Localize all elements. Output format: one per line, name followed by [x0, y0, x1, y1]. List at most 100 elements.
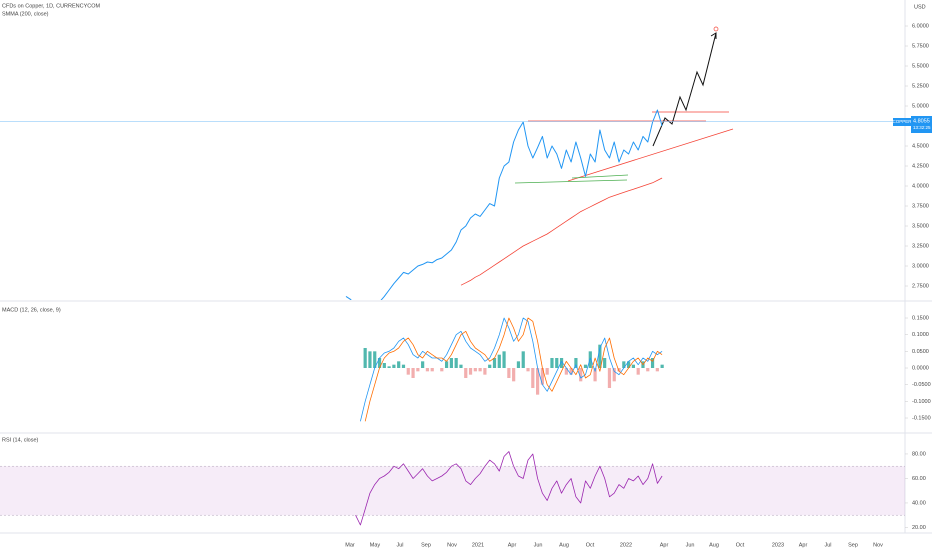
histogram-bar [607, 368, 612, 388]
histogram-bar [660, 364, 664, 368]
histogram-bar [583, 364, 588, 368]
histogram-bar [531, 368, 535, 388]
trend-line [567, 128, 734, 182]
projection-arrow [710, 32, 717, 39]
histogram-bar [397, 361, 401, 368]
histogram-bar [516, 361, 521, 368]
histogram-bar [569, 368, 573, 375]
histogram-bar [636, 368, 640, 375]
x-tick-label: 2021 [472, 542, 484, 548]
y-tick-label: 5.7500 [912, 43, 929, 49]
histogram-bar [550, 358, 554, 368]
histogram-bar [559, 358, 564, 368]
histogram-bar [650, 358, 655, 368]
histogram-bar [631, 364, 635, 368]
histogram-bar [617, 368, 621, 372]
support-line [571, 174, 629, 179]
indicator-title: SMMA (200, close) [2, 11, 49, 17]
histogram-bar [521, 351, 525, 368]
macd-title: MACD (12, 26, close, 9) [2, 307, 61, 313]
rsi-band [0, 466, 905, 516]
x-tick-label: Apr [508, 542, 517, 548]
histogram-bar [483, 368, 487, 375]
x-tick-label: Apr [660, 542, 669, 548]
y-tick-label: -0.1500 [912, 415, 931, 421]
histogram-bar [401, 364, 406, 368]
y-tick-label: 5.2500 [912, 83, 929, 89]
chart-title: CFDs on Copper, 1D, CURRENCYCOM [2, 3, 101, 9]
x-tick-label: 2023 [772, 542, 784, 548]
y-tick-label: 5.5000 [912, 63, 929, 69]
x-tick-label: Jul [824, 542, 831, 548]
x-tick-label: Nov [447, 542, 457, 548]
histogram-bar [387, 366, 391, 368]
y-tick-label: 0.0000 [912, 365, 929, 371]
histogram-bar [502, 351, 506, 368]
y-tick-label: 80.00 [912, 451, 926, 457]
histogram-bar [555, 358, 559, 368]
target-marker [713, 26, 719, 32]
histogram-bar [454, 358, 458, 368]
histogram-bar [473, 368, 477, 372]
price-badge [911, 116, 932, 133]
support-line [514, 179, 628, 184]
y-tick-label: 0.0500 [912, 349, 929, 355]
histogram-bar [478, 368, 482, 372]
histogram-bar [579, 368, 583, 382]
histogram-bar [612, 368, 616, 382]
histogram-bar [497, 354, 501, 368]
y-tick-label: 3.7500 [912, 203, 929, 209]
histogram-bar [468, 368, 473, 375]
histogram-bar [425, 368, 430, 372]
x-tick-label: Jul [396, 542, 403, 548]
x-tick-label: Sep [421, 542, 431, 548]
y-tick-label: 40.00 [912, 500, 926, 506]
y-tick-label: 20.00 [912, 525, 926, 531]
histogram-bar [392, 364, 396, 368]
series-line [360, 317, 663, 422]
histogram-bar [512, 368, 516, 382]
x-tick-label: Mar [345, 542, 355, 548]
histogram-bar [373, 351, 377, 368]
histogram-bar [540, 368, 544, 385]
histogram-bar [627, 361, 631, 368]
histogram-bar [444, 361, 449, 368]
x-tick-label: Oct [736, 542, 745, 548]
x-tick-label: May [370, 542, 381, 548]
histogram-bar [377, 358, 382, 368]
unit-label: USD [914, 4, 926, 10]
countdown-label: 13:32:25 [913, 125, 931, 130]
series-line [460, 177, 663, 286]
histogram-bar [655, 368, 659, 372]
pane-plot [360, 317, 664, 422]
y-tick-label: 60.00 [912, 476, 926, 482]
x-tick-label: Aug [559, 542, 569, 548]
y-tick-label: 0.1000 [912, 332, 929, 338]
x-tick-label: 2022 [620, 542, 632, 548]
y-tick-label: 0.1500 [912, 315, 929, 321]
histogram-bar [598, 344, 602, 368]
histogram-bar [622, 361, 626, 368]
projection-path [652, 32, 717, 147]
symbol-badge [893, 118, 911, 126]
histogram-bar [574, 358, 578, 368]
series-line [364, 317, 663, 422]
x-tick-label: Nov [873, 542, 883, 548]
histogram-bar [646, 368, 650, 372]
x-tick-label: Jun [534, 542, 543, 548]
series-line [355, 451, 663, 526]
y-tick-label: -0.0500 [912, 382, 931, 388]
rsi-title: RSI (14, close) [2, 437, 39, 443]
last-price-box: COPPER 4.8055 13:32:25 [892, 116, 932, 133]
histogram-bar [526, 368, 530, 372]
x-tick-label: Aug [709, 542, 719, 548]
histogram-bar [492, 358, 497, 368]
histogram-bar [545, 368, 549, 375]
last-price-label: 4.8055 [913, 118, 930, 124]
histogram-bar [382, 363, 386, 368]
histogram-bar [488, 364, 492, 368]
y-tick-label: 6.0000 [912, 23, 929, 29]
y-tick-label: 3.0000 [912, 263, 929, 269]
histogram-bar [459, 364, 463, 368]
series-line [345, 109, 663, 300]
